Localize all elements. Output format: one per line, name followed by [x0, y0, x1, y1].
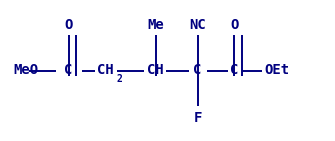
- Text: O: O: [64, 18, 73, 32]
- Text: Me: Me: [147, 18, 164, 32]
- Text: CH: CH: [147, 63, 164, 78]
- Text: C: C: [64, 63, 73, 78]
- Text: F: F: [193, 111, 202, 125]
- Text: C: C: [230, 63, 239, 78]
- Text: C: C: [193, 63, 202, 78]
- Text: CH: CH: [97, 63, 114, 78]
- Text: 2: 2: [117, 74, 123, 84]
- Text: MeO: MeO: [13, 63, 39, 78]
- Text: OEt: OEt: [265, 63, 290, 78]
- Text: O: O: [230, 18, 239, 32]
- Text: NC: NC: [189, 18, 206, 32]
